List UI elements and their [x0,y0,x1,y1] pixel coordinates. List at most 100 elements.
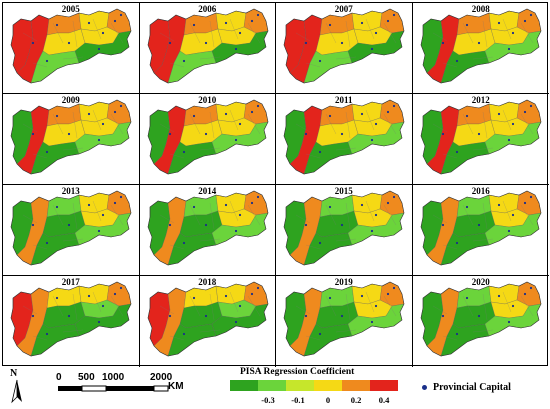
capital-dot [374,213,378,217]
capital-dot [340,41,344,45]
capital-dot [477,132,480,136]
capital-dot [455,150,458,154]
capital-dot [318,332,322,336]
capital-dot [360,112,364,116]
capital-dot [477,223,480,227]
capital-dot [97,47,101,51]
capital-dot [119,13,123,17]
map-panel-2010: 2010 [139,94,276,185]
capital-dot [224,203,227,207]
capital-dot [497,203,500,207]
region-map [10,190,132,266]
capital-dot [168,223,171,227]
region-map [420,99,541,175]
capital-dot [465,296,468,300]
capital-dot [304,41,308,45]
capital-dot [87,294,91,298]
capital-dot [234,320,237,324]
capital-dot [234,138,237,142]
capital-label: Provincial Capital [433,382,511,393]
year-label: 2010 [198,95,217,105]
capital-dot [370,47,374,51]
legend-tick: 0.2 [350,395,362,405]
capital-dot [497,294,500,298]
legend-swatch [258,380,286,391]
legend-swatch [230,380,258,391]
capital-dot [250,292,253,296]
year-label: 2015 [334,186,353,196]
scale-bar: 0 500 1000 2000 KM [50,372,230,404]
map-panel-2008: 2008 [412,3,549,94]
capital-dot [67,41,71,45]
capital-dot [224,112,227,116]
year-label: 2012 [471,95,490,105]
map-panel-2017: 2017 [3,276,140,367]
capital-dot [392,13,396,17]
year-label: 2016 [471,186,490,196]
region-map [283,281,405,357]
capital-dot [523,110,526,114]
capital-dot [87,203,91,207]
capital-dot [204,223,207,227]
capital-dot [113,201,117,205]
capital-dot [441,41,444,45]
scale-tick-2000: 2000 [150,372,173,383]
year-label: 2013 [61,186,80,196]
region-map [147,99,268,175]
capital-dot [168,314,171,318]
map-panel-2014: 2014 [139,185,276,276]
capital-dot [392,104,396,108]
capital-dot [340,223,344,227]
map-panel-2009: 2009 [3,94,140,185]
capital-dot [192,114,195,118]
capital-dot [55,296,59,300]
capital-dot [455,59,458,63]
capital-dot [318,241,322,245]
capital-dot [31,132,35,136]
legend-title: PISA Regression Coefficient [240,367,355,377]
north-arrow: N [8,368,26,404]
capital-dot [328,205,332,209]
legend-tick: 0.4 [378,395,390,405]
scale-tick-500: 500 [78,372,95,383]
provincial-capital-legend: Provincial Capital [422,382,511,393]
capital-dot [31,314,35,318]
capital-dot [238,31,241,35]
scale-tick-0: 0 [56,372,62,383]
capital-dot [250,19,253,23]
region-map [283,8,405,84]
capital-dot [67,314,71,318]
capital-dot [101,31,105,35]
capital-dot [256,104,259,108]
capital-dot [182,59,185,63]
capital-dot [511,31,514,35]
capital-dot [45,332,49,336]
capital-dot [441,223,444,227]
capital-dot [238,213,241,217]
capital-dot [465,205,468,209]
capital-dot [250,110,253,114]
capital-dot [113,110,117,114]
capital-dot [224,21,227,25]
capital-dot [101,122,105,126]
capital-dot [87,112,91,116]
year-label: 2005 [61,4,80,14]
capital-dot [168,132,171,136]
capital-dot [523,201,526,205]
map-panel-2019: 2019 [276,276,413,367]
north-label: N [10,368,18,379]
capital-dot [31,41,35,45]
scale-unit: KM [168,381,184,392]
capital-dot [119,195,123,199]
legend-swatch [342,380,370,391]
capital-dot [304,132,308,136]
capital-dot [477,314,480,318]
capital-dot [45,241,49,245]
capital-dot [238,304,241,308]
capital-dot [45,150,49,154]
map-panel-2006: 2006 [139,3,276,94]
capital-dot [340,314,344,318]
capital-dot [477,41,480,45]
year-label: 2008 [471,4,490,14]
capital-dot [204,314,207,318]
